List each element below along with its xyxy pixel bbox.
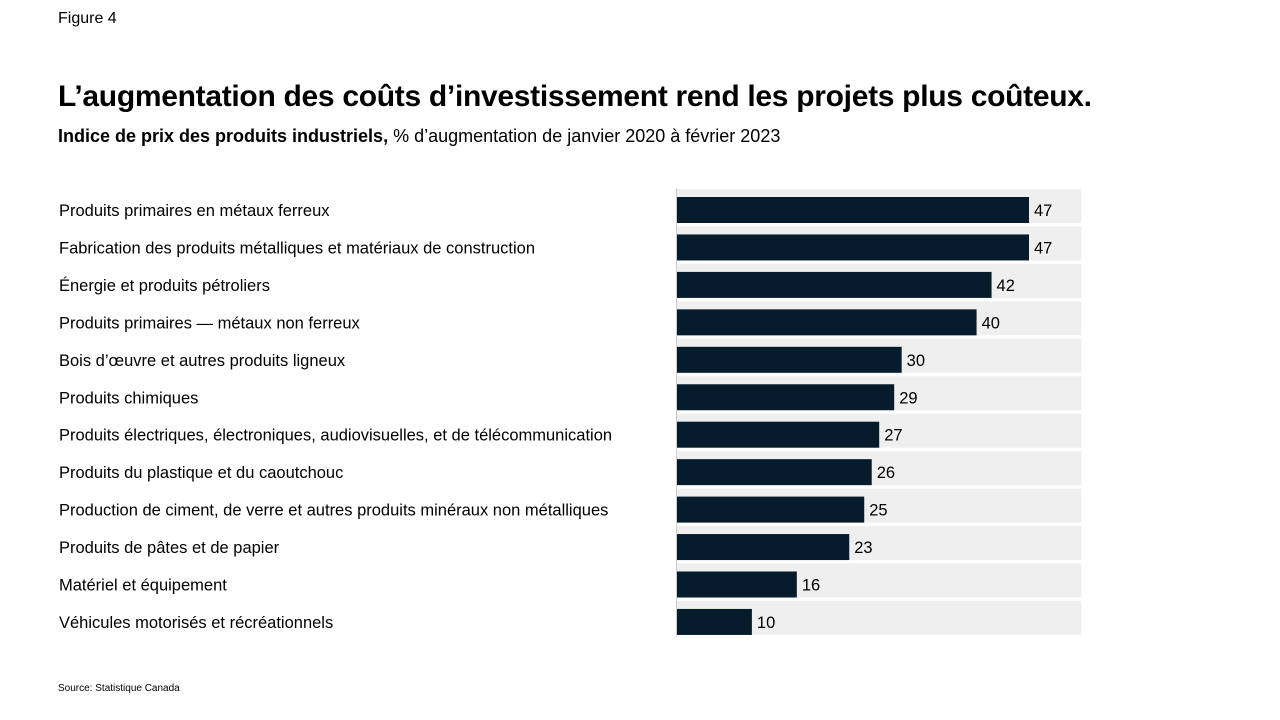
category-label: Production de ciment, de verre et autres… — [59, 502, 608, 520]
category-label: Produits électriques, électroniques, aud… — [59, 427, 612, 445]
category-label: Produits chimiques — [59, 389, 198, 407]
bar — [677, 384, 895, 411]
bar — [677, 571, 797, 598]
data-label: 47 — [1034, 202, 1052, 220]
bar — [677, 271, 992, 298]
subtitle-rest: % d’augmentation de janvier 2020 à févri… — [388, 126, 781, 146]
category-label: Énergie et produits pétroliers — [59, 276, 270, 295]
source-note: Source: Statistique Canada — [58, 683, 180, 694]
chart-subtitle: Indice de prix des produits industriels,… — [58, 126, 780, 147]
category-label: Fabrication des produits métalliques et … — [59, 239, 535, 257]
data-label: 26 — [877, 464, 895, 482]
data-label: 27 — [884, 427, 902, 445]
category-label: Produits du plastique et du caoutchouc — [59, 464, 343, 482]
category-label: Produits primaires — métaux non ferreux — [59, 314, 361, 332]
data-label: 10 — [757, 614, 775, 632]
category-label: Produits primaires en métaux ferreux — [59, 202, 330, 220]
data-label: 16 — [802, 577, 820, 595]
bar — [677, 608, 752, 635]
bar — [677, 197, 1029, 223]
data-label: 23 — [854, 539, 872, 557]
category-label: Bois d’œuvre et autres produits ligneux — [59, 352, 346, 370]
bar — [677, 309, 977, 336]
bar — [677, 346, 902, 373]
bar — [677, 234, 1029, 261]
data-label: 40 — [982, 314, 1000, 332]
bar — [677, 496, 865, 523]
data-label: 47 — [1034, 239, 1052, 257]
category-label: Véhicules motorisés et récréationnels — [59, 614, 333, 632]
bar — [677, 534, 850, 561]
data-label: 42 — [997, 277, 1015, 295]
chart-title: L’augmentation des coûts d’investissemen… — [58, 80, 1092, 113]
data-label: 25 — [869, 502, 887, 520]
data-label: 30 — [907, 352, 925, 370]
category-label: Produits de pâtes et de papier — [59, 539, 280, 557]
figure-label: Figure 4 — [58, 10, 117, 27]
data-label: 29 — [899, 389, 917, 407]
bar — [677, 421, 880, 448]
category-label: Matériel et équipement — [59, 577, 227, 595]
bar — [677, 459, 872, 486]
subtitle-bold: Indice de prix des produits industriels, — [58, 126, 389, 146]
